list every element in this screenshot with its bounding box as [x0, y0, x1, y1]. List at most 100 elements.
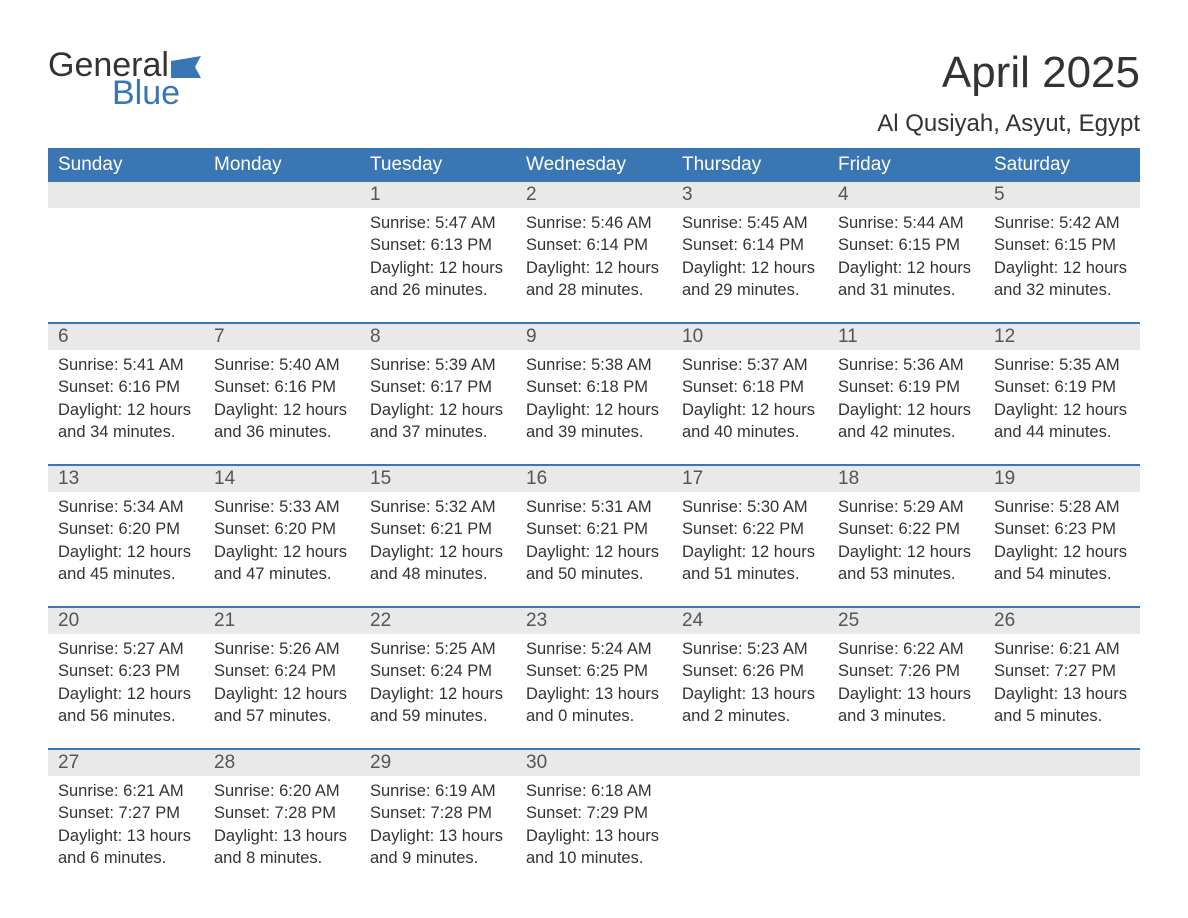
day-cell: Sunrise: 5:25 AMSunset: 6:24 PMDaylight:… — [360, 634, 516, 730]
sunrise-line: Sunrise: 5:29 AM — [838, 496, 974, 518]
day-cell: Sunrise: 5:26 AMSunset: 6:24 PMDaylight:… — [204, 634, 360, 730]
daylight-line: Daylight: 12 hours and 29 minutes. — [682, 257, 818, 302]
sunrise-line: Sunrise: 5:32 AM — [370, 496, 506, 518]
day-cell: Sunrise: 5:40 AMSunset: 6:16 PMDaylight:… — [204, 350, 360, 446]
day-cell: Sunrise: 5:27 AMSunset: 6:23 PMDaylight:… — [48, 634, 204, 730]
weekday-header: Friday — [828, 148, 984, 182]
sunrise-line: Sunrise: 5:34 AM — [58, 496, 194, 518]
daylight-line: Daylight: 13 hours and 8 minutes. — [214, 825, 350, 870]
day-number: 12 — [984, 324, 1140, 350]
day-number: 21 — [204, 608, 360, 634]
daylight-line: Daylight: 12 hours and 34 minutes. — [58, 399, 194, 444]
sunrise-line: Sunrise: 5:40 AM — [214, 354, 350, 376]
sunset-line: Sunset: 6:22 PM — [682, 518, 818, 540]
sunrise-line: Sunrise: 6:21 AM — [994, 638, 1130, 660]
day-cell: Sunrise: 6:18 AMSunset: 7:29 PMDaylight:… — [516, 776, 672, 872]
day-cell: Sunrise: 5:45 AMSunset: 6:14 PMDaylight:… — [672, 208, 828, 304]
daynum-row: 27282930 — [48, 750, 1140, 776]
sunrise-line: Sunrise: 5:37 AM — [682, 354, 818, 376]
day-number: 6 — [48, 324, 204, 350]
day-number: 29 — [360, 750, 516, 776]
sunrise-line: Sunrise: 5:24 AM — [526, 638, 662, 660]
sunrise-line: Sunrise: 5:31 AM — [526, 496, 662, 518]
sunset-line: Sunset: 6:25 PM — [526, 660, 662, 682]
sunset-line: Sunset: 6:14 PM — [682, 234, 818, 256]
sunrise-line: Sunrise: 6:18 AM — [526, 780, 662, 802]
sunset-line: Sunset: 6:16 PM — [214, 376, 350, 398]
weekday-header: Tuesday — [360, 148, 516, 182]
header: General Blue April 2025 Al Qusiyah, Asyu… — [48, 48, 1140, 138]
daylight-line: Daylight: 12 hours and 28 minutes. — [526, 257, 662, 302]
day-cell: Sunrise: 5:47 AMSunset: 6:13 PMDaylight:… — [360, 208, 516, 304]
weekday-header: Wednesday — [516, 148, 672, 182]
day-body-row: Sunrise: 5:41 AMSunset: 6:16 PMDaylight:… — [48, 350, 1140, 446]
sunset-line: Sunset: 6:18 PM — [682, 376, 818, 398]
day-cell: Sunrise: 5:39 AMSunset: 6:17 PMDaylight:… — [360, 350, 516, 446]
day-number: 22 — [360, 608, 516, 634]
daylight-line: Daylight: 12 hours and 40 minutes. — [682, 399, 818, 444]
daylight-line: Daylight: 13 hours and 6 minutes. — [58, 825, 194, 870]
day-cell: Sunrise: 5:32 AMSunset: 6:21 PMDaylight:… — [360, 492, 516, 588]
daylight-line: Daylight: 12 hours and 59 minutes. — [370, 683, 506, 728]
sunset-line: Sunset: 6:21 PM — [526, 518, 662, 540]
sunset-line: Sunset: 6:19 PM — [994, 376, 1130, 398]
day-number: 26 — [984, 608, 1140, 634]
day-number: 19 — [984, 466, 1140, 492]
daylight-line: Daylight: 12 hours and 50 minutes. — [526, 541, 662, 586]
daylight-line: Daylight: 13 hours and 2 minutes. — [682, 683, 818, 728]
sunset-line: Sunset: 6:21 PM — [370, 518, 506, 540]
day-body-row: Sunrise: 5:34 AMSunset: 6:20 PMDaylight:… — [48, 492, 1140, 588]
daylight-line: Daylight: 13 hours and 3 minutes. — [838, 683, 974, 728]
day-cell: Sunrise: 5:24 AMSunset: 6:25 PMDaylight:… — [516, 634, 672, 730]
logo: General Blue — [48, 48, 201, 110]
week: 12345Sunrise: 5:47 AMSunset: 6:13 PMDayl… — [48, 182, 1140, 304]
day-number — [48, 182, 204, 208]
daylight-line: Daylight: 12 hours and 48 minutes. — [370, 541, 506, 586]
sunset-line: Sunset: 7:28 PM — [214, 802, 350, 824]
day-cell: Sunrise: 5:36 AMSunset: 6:19 PMDaylight:… — [828, 350, 984, 446]
day-cell: Sunrise: 5:38 AMSunset: 6:18 PMDaylight:… — [516, 350, 672, 446]
day-number: 24 — [672, 608, 828, 634]
day-number: 27 — [48, 750, 204, 776]
sunset-line: Sunset: 7:27 PM — [58, 802, 194, 824]
location: Al Qusiyah, Asyut, Egypt — [877, 110, 1140, 138]
day-number: 4 — [828, 182, 984, 208]
daylight-line: Daylight: 12 hours and 36 minutes. — [214, 399, 350, 444]
day-cell — [984, 776, 1140, 872]
logo-word-blue: Blue — [112, 76, 201, 110]
sunset-line: Sunset: 7:29 PM — [526, 802, 662, 824]
daylight-line: Daylight: 12 hours and 51 minutes. — [682, 541, 818, 586]
daylight-line: Daylight: 12 hours and 56 minutes. — [58, 683, 194, 728]
sunrise-line: Sunrise: 5:46 AM — [526, 212, 662, 234]
sunset-line: Sunset: 6:14 PM — [526, 234, 662, 256]
sunrise-line: Sunrise: 5:35 AM — [994, 354, 1130, 376]
sunrise-line: Sunrise: 6:21 AM — [58, 780, 194, 802]
sunset-line: Sunset: 6:13 PM — [370, 234, 506, 256]
weekday-header: Thursday — [672, 148, 828, 182]
calendar: SundayMondayTuesdayWednesdayThursdayFrid… — [48, 148, 1140, 872]
daylight-line: Daylight: 12 hours and 54 minutes. — [994, 541, 1130, 586]
month-title: April 2025 — [877, 48, 1140, 98]
sunset-line: Sunset: 6:17 PM — [370, 376, 506, 398]
sunrise-line: Sunrise: 5:39 AM — [370, 354, 506, 376]
day-number — [204, 182, 360, 208]
day-cell: Sunrise: 6:20 AMSunset: 7:28 PMDaylight:… — [204, 776, 360, 872]
weekday-header: Sunday — [48, 148, 204, 182]
day-number: 14 — [204, 466, 360, 492]
daylight-line: Daylight: 12 hours and 37 minutes. — [370, 399, 506, 444]
sunrise-line: Sunrise: 5:45 AM — [682, 212, 818, 234]
day-number: 2 — [516, 182, 672, 208]
day-cell: Sunrise: 5:37 AMSunset: 6:18 PMDaylight:… — [672, 350, 828, 446]
sunset-line: Sunset: 6:16 PM — [58, 376, 194, 398]
daylight-line: Daylight: 13 hours and 10 minutes. — [526, 825, 662, 870]
daylight-line: Daylight: 12 hours and 47 minutes. — [214, 541, 350, 586]
sunrise-line: Sunrise: 5:42 AM — [994, 212, 1130, 234]
daynum-row: 12345 — [48, 182, 1140, 208]
sunset-line: Sunset: 6:19 PM — [838, 376, 974, 398]
sunrise-line: Sunrise: 5:47 AM — [370, 212, 506, 234]
sunset-line: Sunset: 6:20 PM — [214, 518, 350, 540]
day-cell: Sunrise: 5:44 AMSunset: 6:15 PMDaylight:… — [828, 208, 984, 304]
daylight-line: Daylight: 12 hours and 26 minutes. — [370, 257, 506, 302]
day-cell: Sunrise: 5:46 AMSunset: 6:14 PMDaylight:… — [516, 208, 672, 304]
sunrise-line: Sunrise: 5:41 AM — [58, 354, 194, 376]
